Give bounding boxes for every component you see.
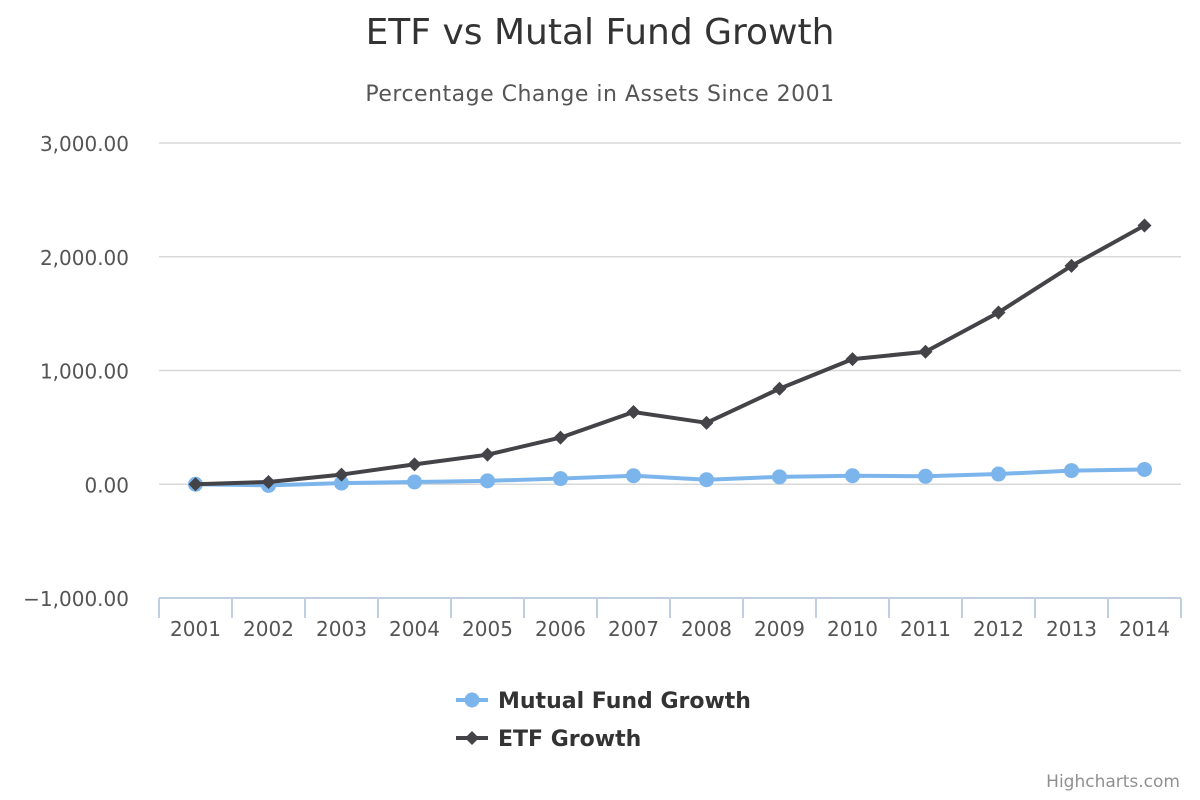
data-point — [772, 381, 787, 396]
legend-marker-circle — [464, 692, 480, 708]
legend-item[interactable]: ETF Growth — [456, 727, 641, 752]
data-point — [772, 469, 787, 485]
data-point — [918, 468, 933, 484]
data-point — [553, 471, 568, 487]
legend-label: Mutual Fund Growth — [498, 689, 751, 714]
x-tick-label: 2010 — [827, 617, 878, 641]
data-point — [626, 468, 641, 484]
data-point — [1137, 461, 1152, 477]
legend-marker-diamond — [465, 731, 479, 745]
y-tick-label: 0.00 — [84, 473, 129, 497]
data-point — [918, 344, 933, 359]
data-point — [334, 467, 349, 482]
x-tick-label: 2007 — [608, 617, 659, 641]
y-tick-label: 2,000.00 — [40, 246, 129, 270]
data-point — [553, 430, 568, 445]
data-point — [845, 352, 860, 367]
data-point — [334, 475, 349, 491]
data-point — [626, 405, 641, 420]
y-tick-label: 1,000.00 — [40, 360, 129, 384]
data-point — [407, 457, 422, 472]
data-point — [1064, 258, 1079, 273]
data-point — [188, 477, 203, 492]
data-point — [991, 466, 1006, 482]
data-point — [480, 447, 495, 462]
x-tick-label: 2009 — [754, 617, 805, 641]
legend-item[interactable]: Mutual Fund Growth — [456, 689, 751, 714]
x-tick-label: 2001 — [170, 617, 221, 641]
series-line — [193, 223, 1147, 487]
data-point — [1064, 463, 1079, 479]
x-tick-label: 2011 — [900, 617, 951, 641]
x-tick-label: 2002 — [243, 617, 294, 641]
y-tick-label: 3,000.00 — [40, 132, 129, 156]
x-tick-label: 2005 — [462, 617, 513, 641]
y-gridlines — [159, 142, 1181, 485]
y-tick-label: −1,000.00 — [23, 587, 129, 611]
x-tick-label: 2006 — [535, 617, 586, 641]
series-etf-growth — [188, 218, 1152, 492]
legend: Mutual Fund Growth ETF Growth — [456, 689, 751, 752]
x-tick-label: 2003 — [316, 617, 367, 641]
chart-title: ETF vs Mutal Fund Growth — [365, 12, 835, 53]
data-point — [407, 474, 422, 490]
data-point — [261, 474, 276, 489]
chart-subtitle: Percentage Change in Assets Since 2001 — [365, 82, 835, 107]
data-point — [699, 472, 714, 488]
x-tick-label: 2014 — [1119, 617, 1170, 641]
data-point — [991, 305, 1006, 320]
series-line — [193, 467, 1147, 488]
data-point — [1137, 218, 1152, 233]
x-tick-label: 2013 — [1046, 617, 1097, 641]
x-tick-label: 2008 — [681, 617, 732, 641]
data-point — [699, 415, 714, 430]
data-point — [480, 473, 495, 489]
legend-label: ETF Growth — [498, 727, 641, 752]
credits-link[interactable]: Highcharts.com — [1046, 772, 1180, 792]
x-tick-label: 2004 — [389, 617, 440, 641]
x-tick-label: 2012 — [973, 617, 1024, 641]
data-point — [845, 468, 860, 484]
